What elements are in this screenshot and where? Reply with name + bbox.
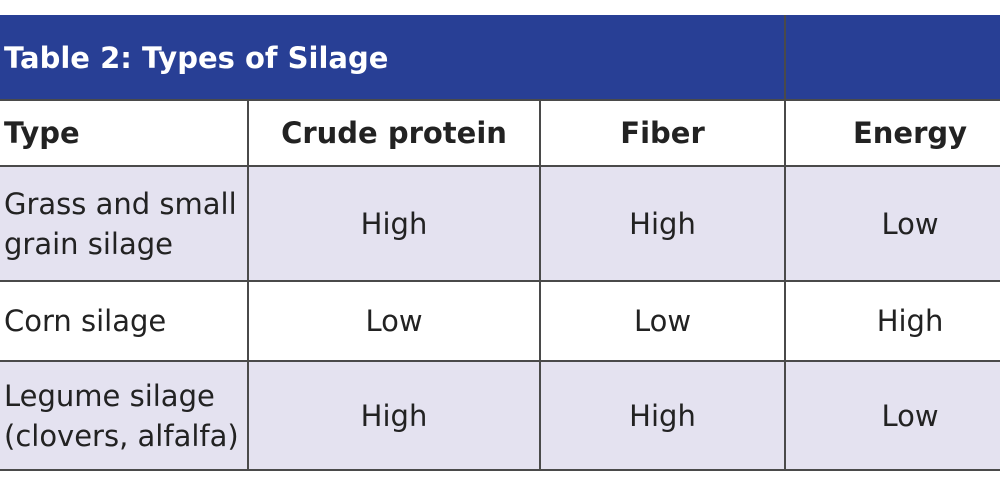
table-cell: High — [784, 280, 1000, 362]
column-header: Crude protein — [247, 99, 541, 167]
table-cell: Low — [538, 280, 787, 362]
row-label: Legume silage (clovers, alfalfa) — [0, 360, 249, 471]
column-header: Type — [0, 99, 249, 167]
title-cell-blank — [784, 15, 1000, 101]
table-cell: High — [538, 165, 787, 282]
column-header: Energy — [784, 99, 1000, 167]
table-cell: Low — [247, 280, 541, 362]
table-cell: High — [247, 165, 541, 282]
table-cell: High — [538, 360, 787, 471]
row-label: Grass and small grain silage — [0, 165, 249, 282]
row-label: Corn silage — [0, 280, 249, 362]
title-row: Table 2: Types of Silage — [0, 15, 1000, 101]
table-body: Grass and small grain silage High High Low C… — [0, 165, 1000, 471]
table-cell: Low — [784, 360, 1000, 471]
table-title: Table 2: Types of Silage — [0, 15, 787, 101]
column-header: Fiber — [538, 99, 787, 167]
table-cell: High — [247, 360, 541, 471]
table-cell: Low — [784, 165, 1000, 282]
table-row: Legume silage (clovers, alfalfa) High High… — [0, 360, 1000, 471]
silage-table: Table 2: Types of Silage Type Crude prote… — [0, 15, 1000, 471]
header-row: Type Crude protein Fiber Energy — [0, 99, 1000, 167]
table-row: Corn silage Low Low High — [0, 280, 1000, 362]
table-row: Grass and small grain silage High High Low — [0, 165, 1000, 282]
